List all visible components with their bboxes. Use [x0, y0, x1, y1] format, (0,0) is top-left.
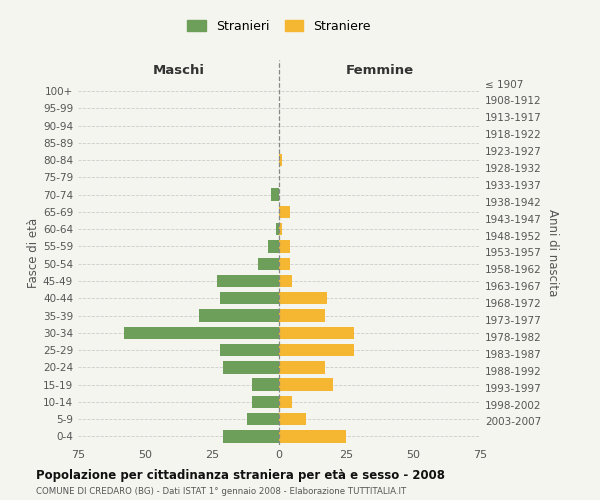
Bar	[279, 223, 281, 235]
Bar	[279, 154, 281, 166]
Bar	[217, 275, 279, 287]
Bar	[279, 240, 290, 252]
Bar	[277, 223, 279, 235]
Text: COMUNE DI CREDARO (BG) - Dati ISTAT 1° gennaio 2008 - Elaborazione TUTTITALIA.IT: COMUNE DI CREDARO (BG) - Dati ISTAT 1° g…	[36, 487, 406, 496]
Bar	[279, 206, 290, 218]
Bar	[252, 396, 279, 408]
Bar	[247, 413, 279, 426]
Bar	[279, 413, 306, 426]
Bar	[279, 430, 346, 442]
Bar	[271, 188, 279, 201]
Bar	[279, 378, 332, 391]
Bar	[279, 275, 292, 287]
Bar	[279, 344, 354, 356]
Bar	[279, 361, 325, 374]
Bar	[252, 378, 279, 391]
Legend: Stranieri, Straniere: Stranieri, Straniere	[187, 20, 371, 33]
Bar	[220, 344, 279, 356]
Bar	[223, 361, 279, 374]
Bar	[279, 396, 292, 408]
Bar	[279, 310, 325, 322]
Y-axis label: Anni di nascita: Anni di nascita	[546, 209, 559, 296]
Bar	[124, 326, 279, 339]
Text: Maschi: Maschi	[152, 64, 205, 77]
Bar	[199, 310, 279, 322]
Bar	[279, 292, 327, 304]
Y-axis label: Fasce di età: Fasce di età	[27, 218, 40, 288]
Bar	[279, 326, 354, 339]
Bar	[279, 258, 290, 270]
Bar	[257, 258, 279, 270]
Bar	[268, 240, 279, 252]
Bar	[220, 292, 279, 304]
Text: Popolazione per cittadinanza straniera per età e sesso - 2008: Popolazione per cittadinanza straniera p…	[36, 470, 445, 482]
Text: Femmine: Femmine	[346, 64, 413, 77]
Bar	[223, 430, 279, 442]
